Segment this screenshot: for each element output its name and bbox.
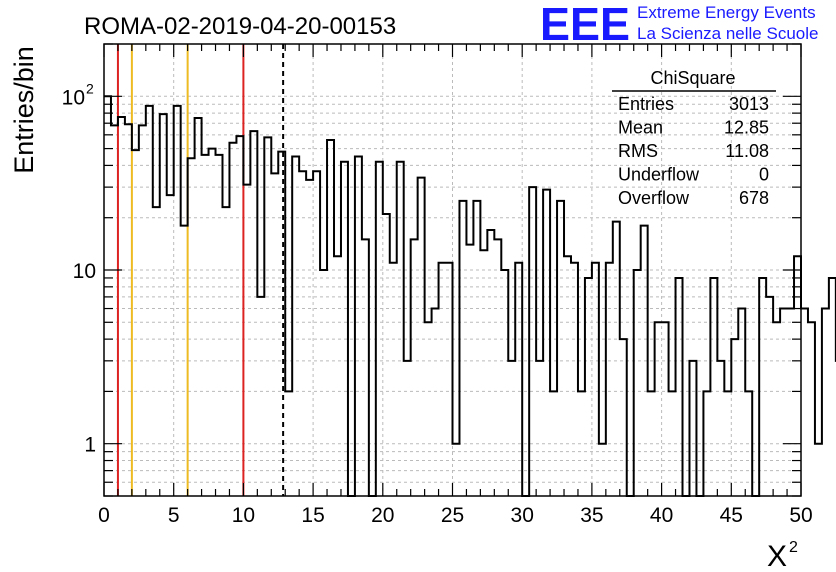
- x-tick-label: 45: [720, 504, 743, 527]
- x-tick-label: 5: [168, 504, 180, 527]
- x-tick-label: 50: [789, 504, 812, 527]
- stats-row-label: Entries: [618, 94, 674, 114]
- axis-ticks: [103, 43, 802, 497]
- stats-box: ChiSquare Entries 3013 Mean 12.85 RMS 11.08 Un…: [612, 68, 776, 208]
- x-tick-label: 35: [580, 504, 603, 527]
- y-tick-label: 10: [73, 260, 96, 283]
- stats-row-label: RMS: [618, 141, 658, 161]
- y-tick-label: 10: [62, 86, 85, 109]
- stats-row-value: 12.85: [724, 118, 769, 138]
- stats-row-label: Mean: [618, 118, 663, 138]
- y-axis-label: Entries/bin: [9, 46, 39, 174]
- x-tick-labels: 0 5 10 15 20 25 30 35 40 45 50: [98, 504, 813, 527]
- stats-title: ChiSquare: [650, 68, 735, 88]
- x-tick-label: 40: [650, 504, 673, 527]
- stats-rows: Entries 3013 Mean 12.85 RMS 11.08 Underflow 0 Ov…: [618, 94, 769, 208]
- stats-row-value: 678: [739, 188, 769, 208]
- logo-line-1: Extreme Energy Events: [637, 3, 816, 22]
- x-tick-label: 0: [98, 504, 110, 527]
- y-tick-label-exponent: 2: [86, 80, 94, 96]
- stats-row-value: 3013: [729, 94, 769, 114]
- logo-line-2: La Scienza nelle Scuole: [637, 24, 818, 43]
- x-tick-label: 30: [511, 504, 534, 527]
- stats-row-label: Underflow: [618, 165, 700, 185]
- x-axis-label-text: X: [767, 540, 787, 572]
- stats-row-value: 11.08: [725, 141, 769, 161]
- x-axis-label-sup: 2: [789, 539, 798, 556]
- stats-row-value: 0: [759, 165, 769, 185]
- chart-title: ROMA-02-2019-04-20-00153: [84, 13, 396, 40]
- x-tick-label: 15: [301, 504, 324, 527]
- x-tick-label: 20: [371, 504, 394, 527]
- x-tick-label: 25: [441, 504, 464, 527]
- logo-mark: EEE: [540, 0, 630, 50]
- histogram-bars: [104, 95, 836, 497]
- x-tick-label: 10: [232, 504, 255, 527]
- y-tick-label: 1: [84, 434, 96, 457]
- eee-logo: EEE Extreme Energy Events La Scienza nel…: [540, 0, 818, 50]
- stats-row-label: Overflow: [618, 188, 690, 208]
- x-axis-label: X 2: [767, 539, 798, 572]
